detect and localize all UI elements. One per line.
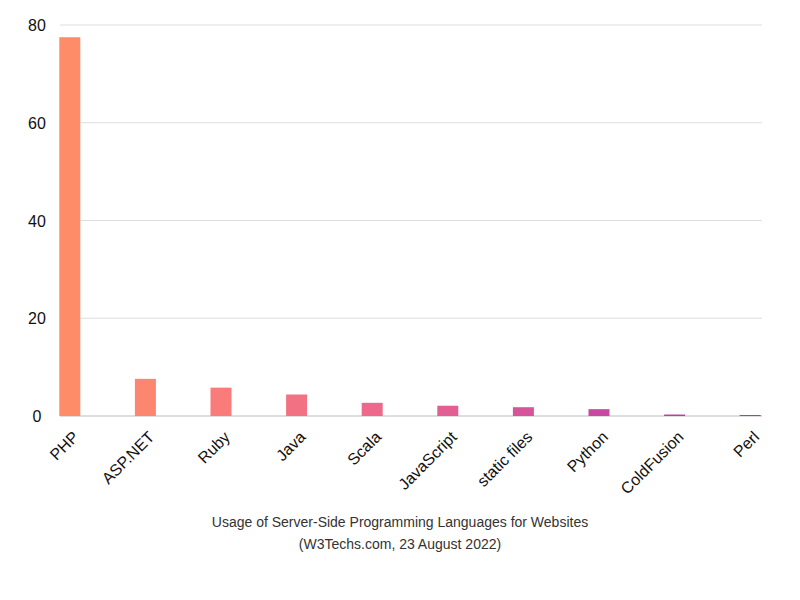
y-axis: 0 20 40 60 80	[28, 17, 46, 425]
bar	[286, 394, 307, 416]
grid-line	[60, 318, 762, 319]
bar	[589, 409, 610, 416]
bar	[135, 379, 156, 416]
grid-line	[60, 220, 762, 221]
x-tick-label: JavaScript	[395, 428, 460, 493]
subtitle: (W3Techs.com, 23 August 2022)	[299, 536, 501, 552]
x-tick-label: static files	[474, 428, 536, 490]
chart-root: 0 20 40 60 80 PHP ASP.NET Ruby Java Scala JavaScri…	[0, 0, 800, 600]
x-tick-label: PHP	[47, 428, 82, 463]
bar	[211, 388, 232, 416]
y-tick-label: 80	[28, 17, 46, 34]
x-tick-label: Python	[564, 428, 611, 475]
bars	[59, 37, 760, 416]
bar	[362, 403, 383, 416]
x-axis: PHP ASP.NET Ruby Java Scala JavaScriptstatic …	[47, 428, 763, 498]
y-tick-label: 0	[33, 408, 42, 425]
chart: 0 20 40 60 80 PHP ASP.NET Ruby Java Scala JavaScri…	[0, 0, 800, 600]
x-tick-label: Scala	[344, 428, 384, 468]
y-tick-label: 20	[28, 310, 46, 327]
grid-line	[60, 122, 762, 123]
bar	[664, 415, 685, 416]
x-tick-label: Ruby	[195, 428, 233, 466]
bar	[59, 37, 80, 416]
x-tick-label: ASP.NET	[99, 428, 158, 487]
x-tick-label: ColdFusion	[617, 428, 686, 497]
bar	[513, 407, 534, 416]
y-tick-label: 60	[28, 115, 46, 132]
title: Usage of Server-Side Programming Languag…	[212, 514, 588, 530]
y-tick-label: 40	[28, 213, 46, 230]
grid	[60, 25, 762, 416]
grid-line	[60, 416, 762, 417]
x-tick-label: Perl	[730, 428, 762, 460]
x-tick-label: Java	[273, 428, 309, 464]
bar	[740, 415, 761, 416]
bar	[437, 406, 458, 416]
grid-line	[60, 25, 762, 26]
